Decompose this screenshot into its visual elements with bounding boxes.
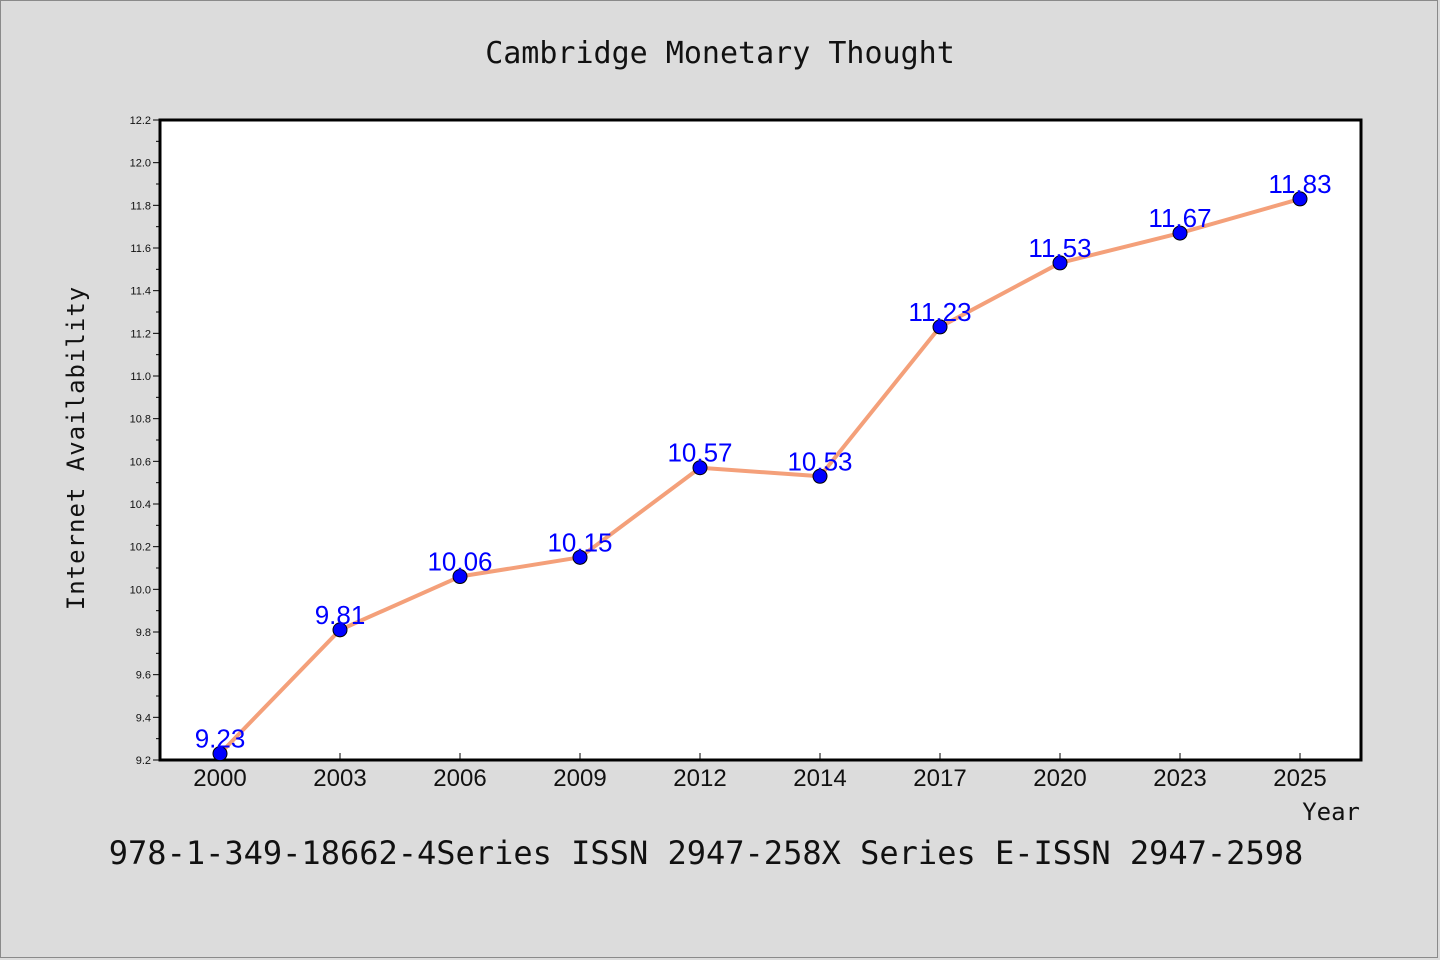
y-tick-label: 10.2 — [130, 542, 151, 554]
series-group — [212, 191, 1308, 762]
data-point — [692, 460, 708, 476]
isbn-issn-footer: 978-1-349-18662-4Series ISSN 2947-258X S… — [109, 834, 1303, 872]
y-tick-label: 9.4 — [136, 712, 151, 724]
data-label: 9.23 — [195, 724, 246, 754]
y-tick-label: 11.6 — [130, 243, 151, 255]
y-tick-label: 10.6 — [130, 456, 151, 468]
data-label: 11.23 — [908, 297, 971, 327]
data-point — [452, 569, 468, 585]
data-point — [932, 319, 948, 335]
x-tick-label: 2014 — [793, 765, 846, 792]
x-tick-label: 2000 — [193, 765, 246, 792]
y-axis-ticks: 9.2 9.4 9.6 9.8 10.0 10.2 10.4 10.6 10.8 11.0 11.2… — [130, 115, 160, 767]
y-tick-label: 10.4 — [130, 499, 151, 511]
x-tick-label: 2012 — [673, 765, 726, 792]
y-tick-label: 11.8 — [130, 200, 151, 212]
y-tick-label: 12.0 — [130, 158, 151, 170]
x-axis-ticks: 2000 2003 2006 2009 2012 2014 2017 2020 2023 2025 — [193, 753, 1327, 792]
chart-title: Cambridge Monetary Thought — [485, 36, 955, 71]
data-label: 11.67 — [1148, 203, 1211, 233]
data-point — [1172, 225, 1188, 241]
x-tick-label: 2025 — [1273, 765, 1326, 792]
y-tick-label: 9.6 — [136, 670, 151, 682]
data-label: 9.81 — [315, 600, 366, 630]
data-label: 10.06 — [427, 547, 492, 577]
x-tick-label: 2009 — [553, 765, 606, 792]
y-tick-label: 10.0 — [130, 584, 151, 596]
y-tick-label: 9.8 — [136, 627, 151, 639]
data-point — [212, 746, 228, 762]
data-point — [572, 549, 588, 565]
x-tick-label: 2006 — [433, 765, 486, 792]
x-tick-label: 2023 — [1153, 765, 1206, 792]
data-point — [812, 468, 828, 484]
y-tick-label: 12.2 — [130, 115, 151, 127]
data-label: 10.15 — [547, 527, 612, 557]
x-tick-label: 2003 — [313, 765, 366, 792]
y-tick-label: 9.2 — [136, 755, 151, 767]
data-label-group: 9.23 9.81 10.06 10.15 10.57 10.53 11.23 11.53 11… — [195, 169, 1332, 754]
y-tick-label: 11.2 — [130, 328, 151, 340]
y-tick-label: 11.4 — [130, 286, 151, 298]
data-label: 11.53 — [1028, 233, 1091, 263]
x-tick-label: 2020 — [1033, 765, 1086, 792]
data-label: 10.53 — [787, 446, 852, 476]
data-point — [332, 622, 348, 638]
y-axis-label: Internet Availability — [62, 286, 90, 610]
plot-area — [158, 118, 1363, 762]
y-tick-label: 10.8 — [130, 414, 151, 426]
y-tick-label: 11.0 — [130, 371, 151, 383]
x-axis-label: Year — [1302, 798, 1360, 826]
data-label: 11.83 — [1268, 169, 1331, 199]
data-point — [1052, 255, 1068, 271]
x-tick-label: 2017 — [913, 765, 966, 792]
data-point — [1292, 191, 1308, 207]
data-label: 10.57 — [667, 438, 732, 468]
series-line — [218, 197, 1301, 755]
